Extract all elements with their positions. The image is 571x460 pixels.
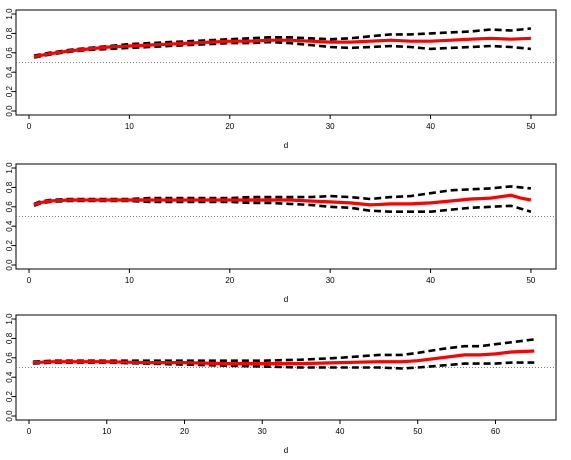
series-line-estimate	[33, 36, 531, 59]
x-tick-label: 10	[125, 276, 134, 285]
x-axis-label: d	[284, 141, 288, 150]
x-tick-label: 10	[102, 427, 111, 436]
series-line-bound	[33, 40, 532, 59]
y-tick-label: 0.6	[5, 47, 14, 59]
x-tick-label: 60	[491, 427, 500, 436]
x-tick-label: 50	[526, 276, 535, 285]
y-tick-label: 1.0	[5, 313, 14, 325]
y-tick-label: 0.4	[5, 371, 14, 383]
x-tick-label: 40	[426, 122, 435, 131]
x-tick-label: 30	[326, 122, 335, 131]
y-tick-label: 0.8	[5, 27, 14, 39]
y-tick-label: 0.6	[5, 352, 14, 364]
y-tick-label: 0.2	[5, 85, 14, 97]
y-tick-label: 0.0	[5, 259, 14, 271]
y-tick-label: 0.8	[5, 181, 14, 193]
y-tick-label: 0.2	[5, 390, 14, 402]
chart-panel-1: 0.0 0.2 0.4 0.6 0.8 1.0 0 10 20 30 40 50 d	[5, 8, 557, 150]
x-tick-label: 20	[225, 276, 234, 285]
x-tick-label: 0	[27, 427, 32, 436]
x-tick-label: 20	[180, 427, 189, 436]
y-tick-label: 0.4	[5, 220, 14, 232]
series-line-bound	[32, 338, 535, 363]
x-tick-label: 50	[413, 427, 422, 436]
x-tick-label: 50	[526, 122, 535, 131]
chart-panel-2: 0.0 0.2 0.4 0.6 0.8 1.0 0 10 20 30 40 50 d	[5, 162, 557, 304]
x-tick-label: 10	[125, 122, 134, 131]
y-tick-label: 1.0	[5, 8, 14, 20]
x-axis-label: d	[284, 295, 288, 304]
x-tick-label: 30	[258, 427, 267, 436]
y-tick-label: 0.2	[5, 239, 14, 251]
x-tick-label: 30	[326, 276, 335, 285]
series-line-estimate	[32, 349, 535, 366]
series-line-estimate	[33, 193, 532, 207]
x-axis-label: d	[284, 446, 288, 455]
y-tick-label: 0.6	[5, 201, 14, 213]
chart-panel-3: 0.0 0.2 0.4 0.6 0.8 1.0 0 10 20 30 40 50 60 d	[5, 313, 557, 455]
y-tick-label: 0.0	[5, 410, 14, 422]
series-line-bound	[33, 199, 532, 213]
y-tick-label: 0.0	[5, 105, 14, 117]
x-tick-label: 40	[426, 276, 435, 285]
x-tick-label: 0	[27, 122, 32, 131]
x-tick-label: 0	[27, 276, 32, 285]
series-line-bound	[33, 185, 532, 206]
x-tick-label: 20	[225, 122, 234, 131]
x-tick-label: 40	[336, 427, 345, 436]
y-tick-label: 0.8	[5, 332, 14, 344]
y-tick-label: 0.4	[5, 66, 14, 78]
y-tick-label: 1.0	[5, 162, 14, 174]
series-line-bound	[33, 27, 532, 57]
